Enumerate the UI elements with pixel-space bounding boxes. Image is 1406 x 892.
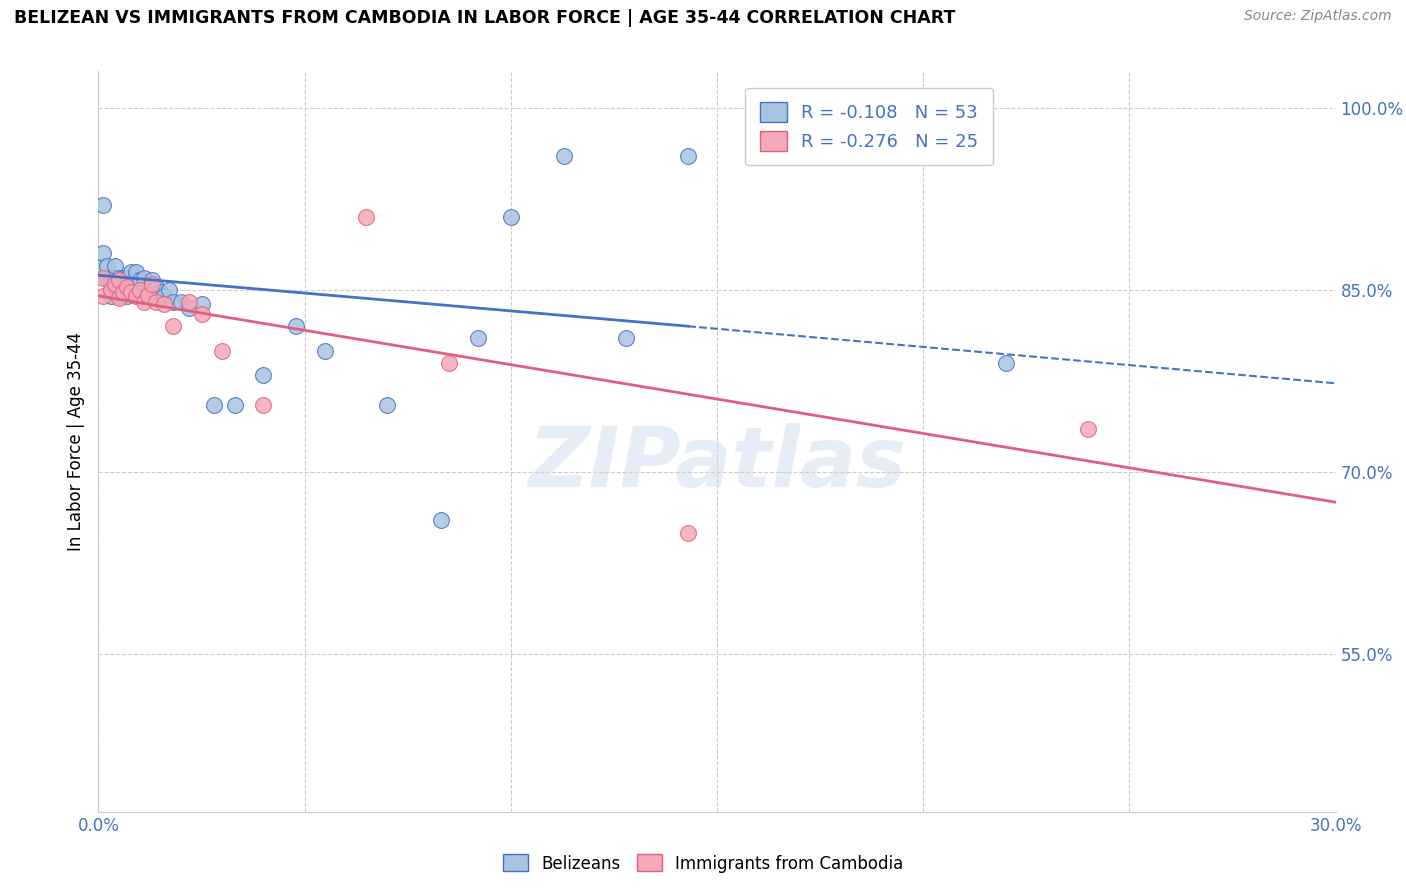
Point bbox=[96, 259, 118, 273]
Text: BELIZEAN VS IMMIGRANTS FROM CAMBODIA IN LABOR FORCE | AGE 35-44 CORRELATION CHAR: BELIZEAN VS IMMIGRANTS FROM CAMBODIA IN … bbox=[14, 9, 956, 27]
Point bbox=[100, 289, 122, 303]
Legend: Belizeans, Immigrants from Cambodia: Belizeans, Immigrants from Cambodia bbox=[496, 847, 910, 880]
Point bbox=[179, 295, 201, 310]
Point bbox=[128, 273, 150, 287]
Point bbox=[108, 289, 131, 303]
Point bbox=[108, 270, 131, 285]
Point bbox=[224, 398, 246, 412]
Point bbox=[108, 273, 131, 287]
Text: ZIPatlas: ZIPatlas bbox=[529, 423, 905, 504]
Point bbox=[100, 270, 122, 285]
Point bbox=[124, 273, 146, 287]
Point bbox=[120, 285, 142, 300]
Point bbox=[145, 295, 167, 310]
Point bbox=[676, 149, 699, 163]
Point bbox=[108, 283, 131, 297]
Point bbox=[136, 285, 159, 300]
Point bbox=[128, 283, 150, 297]
Point bbox=[132, 270, 155, 285]
Point bbox=[252, 398, 274, 412]
Y-axis label: In Labor Force | Age 35-44: In Labor Force | Age 35-44 bbox=[66, 332, 84, 551]
Point bbox=[104, 277, 127, 291]
Point bbox=[141, 273, 163, 287]
Point bbox=[100, 283, 122, 297]
Point bbox=[994, 356, 1017, 370]
Point bbox=[117, 280, 139, 294]
Point bbox=[108, 277, 131, 291]
Point bbox=[91, 246, 114, 260]
Point bbox=[145, 280, 167, 294]
Point bbox=[141, 289, 163, 303]
Point bbox=[108, 291, 131, 305]
Point bbox=[190, 307, 212, 321]
Point bbox=[252, 368, 274, 382]
Point bbox=[190, 297, 212, 311]
Point bbox=[104, 270, 127, 285]
Point bbox=[285, 319, 308, 334]
Point bbox=[141, 277, 163, 291]
Point bbox=[132, 283, 155, 297]
Point bbox=[117, 280, 139, 294]
Point bbox=[157, 283, 180, 297]
Point bbox=[467, 331, 489, 345]
Point bbox=[112, 270, 135, 285]
Point bbox=[96, 270, 118, 285]
Point bbox=[124, 265, 146, 279]
Point bbox=[117, 270, 139, 285]
Point bbox=[170, 295, 193, 310]
Point bbox=[120, 277, 142, 291]
Point bbox=[91, 289, 114, 303]
Point bbox=[553, 149, 575, 163]
Point bbox=[124, 289, 146, 303]
Point bbox=[153, 289, 176, 303]
Point bbox=[314, 343, 336, 358]
Point bbox=[112, 283, 135, 297]
Point bbox=[120, 265, 142, 279]
Point bbox=[112, 285, 135, 300]
Point bbox=[132, 295, 155, 310]
Text: Source: ZipAtlas.com: Source: ZipAtlas.com bbox=[1244, 9, 1392, 23]
Point bbox=[429, 513, 451, 527]
Point bbox=[104, 277, 127, 291]
Point bbox=[91, 198, 114, 212]
Point bbox=[162, 319, 184, 334]
Point bbox=[100, 283, 122, 297]
Point bbox=[136, 287, 159, 301]
Point bbox=[124, 283, 146, 297]
Legend: R = -0.108   N = 53, R = -0.276   N = 25: R = -0.108 N = 53, R = -0.276 N = 25 bbox=[745, 87, 993, 166]
Point bbox=[375, 398, 398, 412]
Point bbox=[91, 270, 114, 285]
Point bbox=[117, 289, 139, 303]
Point bbox=[149, 285, 172, 300]
Point bbox=[614, 331, 637, 345]
Point bbox=[676, 525, 699, 540]
Point bbox=[211, 343, 233, 358]
Point bbox=[356, 210, 378, 224]
Point bbox=[437, 356, 460, 370]
Point bbox=[153, 297, 176, 311]
Point bbox=[100, 277, 122, 291]
Point bbox=[179, 301, 201, 315]
Point bbox=[202, 398, 225, 412]
Point bbox=[162, 295, 184, 310]
Point bbox=[104, 259, 127, 273]
Point bbox=[91, 259, 114, 273]
Point bbox=[1077, 422, 1099, 436]
Point bbox=[499, 210, 522, 224]
